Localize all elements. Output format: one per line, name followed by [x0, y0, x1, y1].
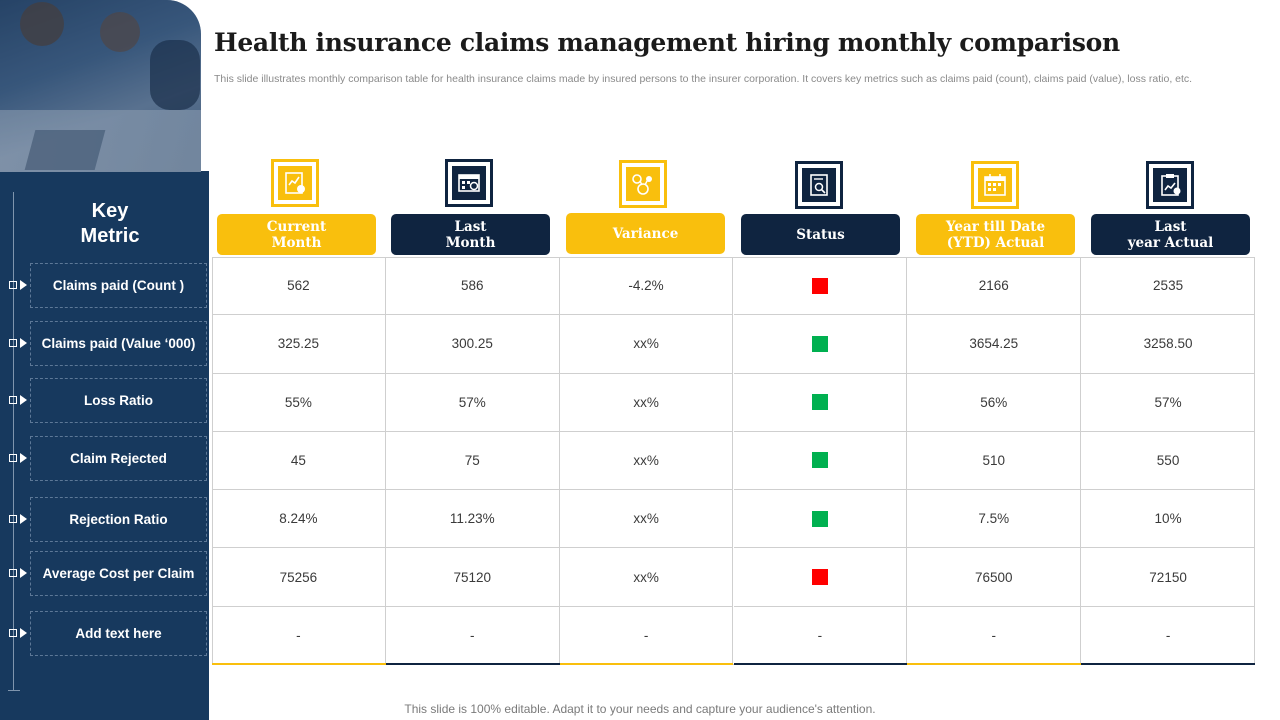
column-header: Variance — [566, 213, 725, 254]
table-cell: 75 — [385, 431, 560, 491]
table-cell: 510 — [907, 431, 1082, 491]
status-indicator — [811, 335, 828, 352]
table-cell: xx% — [559, 373, 734, 432]
table-cell: 76500 — [907, 548, 1082, 607]
table-cell: 2535 — [1081, 257, 1255, 316]
table-cell: 45 — [212, 431, 386, 491]
table-cell: 55% — [212, 373, 386, 432]
table-cell: - — [212, 606, 386, 665]
table-cell: xx% — [559, 431, 734, 491]
table-cell: 57% — [1081, 374, 1255, 432]
table-cell: - — [560, 606, 734, 665]
table-cell: 56% — [907, 373, 1082, 432]
metric-label: Rejection Ratio — [30, 497, 207, 542]
team-photo — [0, 0, 201, 192]
status-indicator — [811, 452, 828, 469]
table-cell: -4.2% — [559, 257, 734, 316]
column-header: Status — [741, 214, 900, 255]
table-cell: 2166 — [907, 257, 1082, 316]
metric-label: Claims paid (Value ‘000) — [30, 321, 207, 366]
sidebar-connector-line — [13, 192, 14, 690]
table-cell — [733, 490, 908, 549]
column-accent-line — [1081, 663, 1255, 665]
column-accent-line — [385, 663, 560, 665]
table-cell: 325.25 — [212, 315, 386, 374]
table-cell: 57% — [385, 373, 560, 432]
table-cell — [733, 548, 908, 607]
table-cell: 3654.25 — [907, 315, 1082, 374]
status-indicator — [811, 510, 828, 527]
table-cell: 586 — [385, 257, 560, 316]
table-cell — [733, 431, 908, 491]
variance-molecule-icon — [619, 160, 667, 208]
bullet-icon — [9, 513, 31, 525]
bullet-icon — [9, 452, 31, 464]
column-accent-line — [907, 663, 1082, 665]
status-indicator — [811, 394, 828, 411]
table-cell: 3258.50 — [1081, 315, 1255, 374]
metric-label: Loss Ratio — [30, 378, 207, 423]
status-indicator — [811, 277, 828, 294]
table-cell: 550 — [1081, 432, 1255, 491]
metric-label: Add text here — [30, 611, 207, 656]
column-accent-line — [733, 663, 908, 665]
table-cell: xx% — [559, 548, 734, 607]
table-cell: 10% — [1081, 490, 1255, 549]
calendar-grid-icon — [445, 159, 493, 207]
table-cell: 75256 — [212, 548, 386, 607]
column-accent-line — [559, 663, 734, 665]
table-cell — [733, 373, 908, 432]
column-accent-line — [212, 663, 386, 665]
table-cell: 562 — [212, 257, 386, 316]
clipboard-chart-icon — [1146, 161, 1194, 209]
metric-label: Average Cost per Claim — [30, 551, 207, 596]
table-cell: - — [386, 606, 560, 665]
table-cell — [733, 257, 908, 316]
table-cell: 300.25 — [385, 315, 560, 374]
calendar-icon — [971, 161, 1019, 209]
column-header: Last Month — [391, 214, 550, 255]
document-search-icon — [795, 161, 843, 209]
table-cell: xx% — [559, 315, 734, 374]
table-cell: 7.5% — [907, 490, 1082, 549]
chart-report-icon — [271, 159, 319, 207]
table-cell: - — [1165, 628, 1171, 644]
table-cell: xx% — [559, 490, 734, 549]
table-cell: 11.23% — [385, 490, 560, 549]
table-cell: - — [734, 606, 908, 665]
table-cell: - — [907, 606, 1082, 665]
bullet-icon — [9, 567, 31, 579]
column-header: Year till Date (YTD) Actual — [916, 214, 1075, 255]
bullet-icon — [9, 394, 31, 406]
bullet-icon — [9, 279, 31, 291]
table-cell: 72150 — [1081, 548, 1255, 607]
column-header: Last year Actual — [1091, 214, 1250, 255]
table-cell — [733, 315, 908, 374]
bullet-icon — [9, 627, 31, 639]
metric-label: Claims paid (Count ) — [30, 263, 207, 308]
table-cell: 75120 — [385, 548, 560, 607]
metric-label: Claim Rejected — [30, 436, 207, 481]
bullet-icon — [9, 337, 31, 349]
page-subtitle: This slide illustrates monthly compariso… — [214, 73, 1193, 85]
key-metric-title: Key Metric — [80, 200, 140, 247]
status-indicator — [811, 569, 828, 586]
footer-note: This slide is 100% editable. Adapt it to… — [404, 702, 876, 716]
page-title: Health insurance claims management hirin… — [214, 28, 1120, 57]
column-header: Current Month — [217, 214, 376, 255]
table-cell: 8.24% — [212, 490, 386, 549]
